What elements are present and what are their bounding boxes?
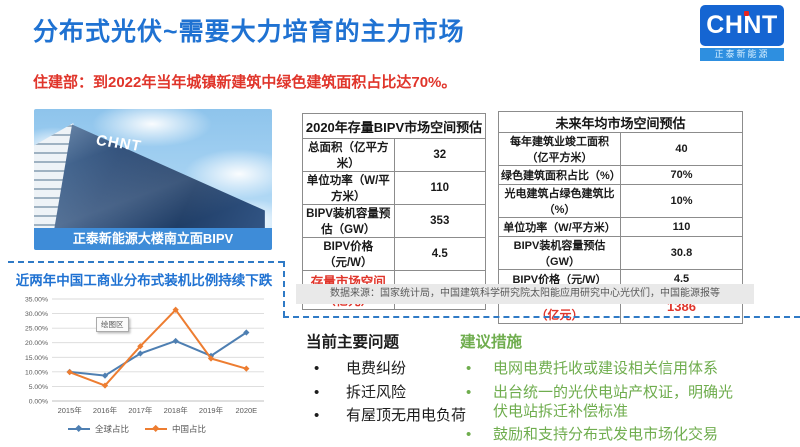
row-value: 110 [393,171,486,205]
data-point-marker [243,365,250,372]
data-point-marker [101,382,109,389]
legend-marker-icon [67,425,90,433]
chart-legend: 全球占比 中国占比 [6,423,268,435]
chart-title: 近两年中国工商业分布式装机比例持续下跌 [15,273,273,288]
y-tick-label: 15.00% [25,355,48,362]
list-item: 鼓励和支持分布式发电市场化交易 [460,425,736,444]
row-label: BIPV价格（元/W） [302,237,395,271]
row-label: 总面积（亿平方米） [302,138,395,172]
legend-diamond-icon [151,425,160,433]
legend-label: 全球占比 [94,424,129,434]
row-label: 单位功率（W/平方米） [498,217,621,237]
stock-market-table: 2020年存量BIPV市场空间预估 总面积（亿平方米） 32 单位功率（W/平方米） 1… [302,113,486,310]
policy-subtitle: 住建部：到2022年当年城镇新建筑中绿色建筑面积占比达70%。 [33,74,457,91]
data-point-marker [66,369,73,376]
row-value: 4.5 [393,237,486,271]
table-row: 单位功率（W/平方米） 110 [498,217,743,237]
data-source-note: 数据来源：国家统计局，中国建筑科学研究院太阳能应用研究中心光伏们，中国能源报等 [296,284,754,304]
row-value: 70% [620,165,743,185]
legend-label: 中国占比 [172,424,207,434]
list-item: 电费纠纷 [306,359,491,378]
dashed-divider [283,316,800,318]
table-row: 光电建筑占绿色建筑比（%） 10% [498,184,743,218]
row-label: BIPV装机容量预估（GW） [498,236,621,270]
y-tick-label: 30.00% [25,311,48,318]
building-photo: CHNT 正泰新能源大楼南立面BIPV [34,109,272,250]
row-value: 32 [393,138,486,172]
row-label: BIPV装机容量预估（GW） [302,204,395,238]
chint-logo-tagline: 正泰新能源 [700,48,784,61]
photo-caption: 正泰新能源大楼南立面BIPV [34,228,272,250]
table-title: 未来年均市场空间预估 [498,111,743,133]
chint-logo-dot-icon [744,11,749,16]
plot-area-tooltip: 绘图区 [96,317,129,332]
legend-marker-icon [145,425,167,433]
suggestions-panel: 建议措施 电网电费托收或建设相关信用体系出台统一的光伏电站产权证，明确光伏电站拆… [460,330,736,447]
x-tick-label: 2016年 [93,405,118,415]
line-chart: 0.00% 5.00% 10.00% 15.00% 20.00% 25.00% 30.00%… [25,297,264,415]
series-line [69,308,247,387]
table-row: BIPV装机容量预估（GW） 30.8 [498,236,743,270]
table-header-row: 未来年均市场空间预估 [498,111,743,133]
row-value: 10% [620,184,743,218]
row-label: 绿色建筑面积占比（%） [498,165,621,185]
dashed-border-top [8,261,284,263]
row-value: 353 [393,204,486,238]
x-tick-label: 2017年 [128,405,153,415]
page-title: 分布式光伏~需要大力培育的主力市场 [33,18,465,46]
list-item: 拆迁风险 [306,383,491,402]
data-point-marker [101,372,109,379]
y-tick-label: 20.00% [25,340,48,347]
list-item: 电网电费托收或建设相关信用体系 [460,359,736,378]
legend-diamond-icon [74,425,83,433]
x-tick-label: 2015年 [58,405,83,415]
issues-panel: 当前主要问题 电费纠纷拆迁风险有屋顶无用电负荷 [306,330,491,430]
x-tick-label: 2020E [235,406,257,415]
y-tick-label: 35.00% [25,297,48,304]
y-tick-label: 5.00% [29,384,48,391]
table-row: 绿色建筑面积占比（%） 70% [498,165,743,185]
y-tick-label: 10.00% [25,369,48,376]
row-label: 光电建筑占绿色建筑比（%） [498,184,621,218]
legend-item: 中国占比 [145,423,206,435]
table-row: BIPV装机容量预估（GW） 353 [302,204,486,238]
table-row: 单位功率（W/平方米） 110 [302,171,486,205]
list-item: 有屋顶无用电负荷 [306,406,491,425]
row-label: 每年建筑业竣工面积（亿平方米） [498,132,621,166]
suggestions-list: 电网电费托收或建设相关信用体系出台统一的光伏电站产权证，明确光伏电站拆迁补偿标准… [460,359,736,444]
row-label: 单位功率（W/平方米） [302,171,395,205]
data-point-marker [137,343,144,350]
row-value: 40 [620,132,743,166]
table-row: 总面积（亿平方米） 32 [302,138,486,172]
x-tick-label: 2018年 [164,405,189,415]
row-value: 110 [620,217,743,237]
series-line [69,331,247,377]
list-item: 出台统一的光伏电站产权证，明确光伏电站拆迁补偿标准 [460,383,736,421]
chint-logo-text: CHNT [706,11,778,39]
x-tick-label: 2019年 [199,405,224,415]
cloud-shape [92,109,212,147]
issues-list: 电费纠纷拆迁风险有屋顶无用电负荷 [306,359,491,425]
dashed-border-right [283,261,285,317]
table-title: 2020年存量BIPV市场空间预估 [302,113,486,139]
table-row: BIPV价格（元/W） 4.5 [302,237,486,271]
chint-logo: CHNT [700,5,784,46]
table-row: 每年建筑业竣工面积（亿平方米） 40 [498,132,743,166]
table-header-row: 2020年存量BIPV市场空间预估 [302,113,486,139]
y-tick-label: 0.00% [29,399,48,406]
data-point-marker [243,329,250,336]
legend-item: 全球占比 [67,423,129,435]
y-tick-label: 25.00% [25,326,48,333]
issues-title: 当前主要问题 [306,334,400,351]
row-value: 30.8 [620,236,743,270]
suggestions-title: 建议措施 [460,334,523,351]
